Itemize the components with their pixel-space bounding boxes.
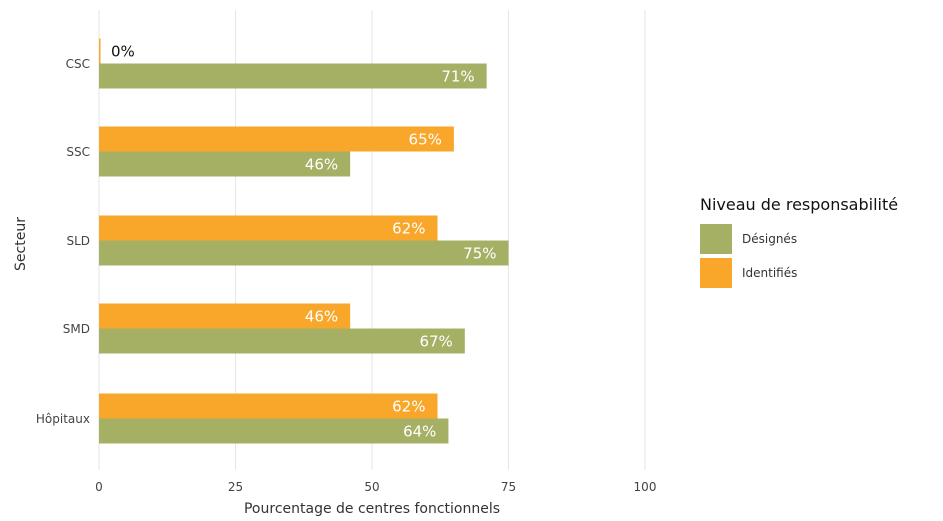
bar-label-identifies-ssc: 65%	[409, 131, 442, 149]
y-tick-label-hopitaux: Hôpitaux	[36, 412, 90, 426]
x-tick-label: 75	[501, 480, 516, 494]
bar-identifies-csc	[99, 38, 101, 64]
x-tick-label: 100	[634, 480, 657, 494]
x-tick-label: 0	[95, 480, 103, 494]
y-tick-label-sld: SLD	[66, 234, 90, 248]
y-tick-label-ssc: SSC	[66, 145, 90, 159]
bar-label-designes-sld: 75%	[463, 245, 496, 263]
bar-label-identifies-csc: 0%	[111, 43, 135, 61]
bar-designes-csc	[99, 63, 487, 89]
legend-label-identifies: Identifiés	[742, 266, 797, 280]
bar-designes-sld	[99, 240, 509, 266]
bar-label-designes-ssc: 46%	[305, 156, 338, 174]
bar-designes-smd	[99, 328, 465, 354]
legend-label-designes: Désignés	[742, 232, 797, 246]
bar-identifies-smd	[99, 303, 351, 329]
bar-labels: 0% 65% 62% 46% 62% 71% 46% 75% 67% 64%	[111, 43, 497, 441]
bar-identifies-sld	[99, 215, 438, 241]
bar-label-designes-smd: 67%	[419, 333, 452, 351]
x-tick-label: 50	[364, 480, 379, 494]
bar-designes-ssc	[99, 151, 351, 177]
legend: Niveau de responsabilité Désignés Identi…	[700, 195, 898, 288]
y-tick-label-smd: SMD	[63, 322, 90, 336]
bar-identifies-ssc	[99, 126, 454, 152]
legend-title: Niveau de responsabilité	[700, 195, 898, 214]
bar-label-identifies-sld: 62%	[392, 220, 425, 238]
bars	[99, 38, 509, 444]
x-tick-labels: 0 25 50 75 100	[95, 480, 656, 494]
legend-swatch-designes	[700, 224, 732, 254]
bar-label-identifies-hopitaux: 62%	[392, 398, 425, 416]
bar-label-identifies-smd: 46%	[305, 308, 338, 326]
x-tick-label: 25	[228, 480, 243, 494]
x-axis-title: Pourcentage de centres fonctionnels	[244, 501, 500, 517]
legend-swatch-identifies	[700, 258, 732, 288]
y-tick-labels: CSC SSC SLD SMD Hôpitaux	[36, 57, 90, 426]
bar-identifies-hopitaux	[99, 393, 438, 419]
bar-designes-hopitaux	[99, 418, 449, 444]
y-tick-label-csc: CSC	[66, 57, 90, 71]
y-axis-title: Secteur	[13, 217, 29, 271]
bar-label-designes-csc: 71%	[441, 68, 474, 86]
bar-label-designes-hopitaux: 64%	[403, 423, 436, 441]
